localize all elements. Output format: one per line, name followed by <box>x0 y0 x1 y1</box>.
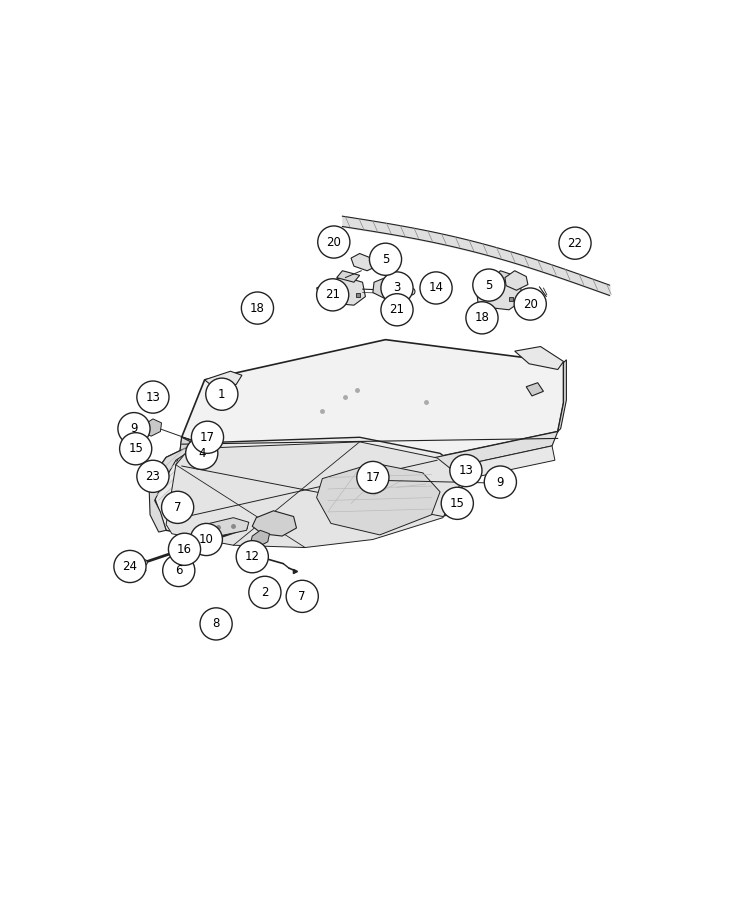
Text: 7: 7 <box>174 500 182 514</box>
Circle shape <box>191 421 224 454</box>
Circle shape <box>357 462 389 493</box>
Polygon shape <box>558 360 566 431</box>
Circle shape <box>370 243 402 275</box>
Circle shape <box>559 227 591 259</box>
Polygon shape <box>203 518 249 536</box>
Polygon shape <box>476 277 522 310</box>
Text: 17: 17 <box>200 431 215 444</box>
Circle shape <box>119 433 152 464</box>
Polygon shape <box>365 472 382 489</box>
Polygon shape <box>505 271 528 291</box>
Polygon shape <box>149 443 196 532</box>
Text: 23: 23 <box>145 470 160 482</box>
Text: 14: 14 <box>428 282 444 294</box>
Polygon shape <box>373 277 400 298</box>
Text: 13: 13 <box>145 391 160 403</box>
Polygon shape <box>143 418 162 436</box>
Polygon shape <box>182 339 563 472</box>
Text: 17: 17 <box>365 471 380 484</box>
Polygon shape <box>316 464 440 535</box>
Circle shape <box>286 580 319 612</box>
Circle shape <box>114 551 146 582</box>
Polygon shape <box>176 437 193 466</box>
Circle shape <box>514 288 546 320</box>
Text: 4: 4 <box>198 447 205 460</box>
Circle shape <box>441 487 473 519</box>
Circle shape <box>190 524 222 555</box>
Text: 22: 22 <box>568 237 582 249</box>
Text: 13: 13 <box>459 464 473 477</box>
Polygon shape <box>494 271 517 284</box>
Polygon shape <box>166 442 463 547</box>
Text: 15: 15 <box>450 497 465 509</box>
Circle shape <box>381 293 413 326</box>
Circle shape <box>162 491 193 524</box>
Polygon shape <box>336 271 359 283</box>
Polygon shape <box>250 530 270 546</box>
Circle shape <box>137 381 169 413</box>
Polygon shape <box>351 254 377 271</box>
Polygon shape <box>252 511 296 536</box>
Text: 16: 16 <box>177 543 192 556</box>
Circle shape <box>381 272 413 304</box>
Circle shape <box>316 279 349 310</box>
Circle shape <box>236 541 268 572</box>
Text: 20: 20 <box>523 298 538 310</box>
Polygon shape <box>515 346 563 370</box>
Text: 6: 6 <box>175 564 182 577</box>
Polygon shape <box>494 474 512 491</box>
Polygon shape <box>316 276 365 305</box>
Text: 21: 21 <box>325 288 340 302</box>
Text: 7: 7 <box>299 590 306 603</box>
Text: 9: 9 <box>496 475 504 489</box>
Circle shape <box>485 466 516 498</box>
Circle shape <box>163 554 195 587</box>
Text: 18: 18 <box>250 302 265 315</box>
Circle shape <box>420 272 452 304</box>
Circle shape <box>137 460 169 492</box>
Text: 20: 20 <box>326 236 342 248</box>
Polygon shape <box>205 371 242 387</box>
Circle shape <box>118 412 150 445</box>
Circle shape <box>473 269 505 302</box>
Text: 8: 8 <box>213 617 220 630</box>
Polygon shape <box>526 382 543 396</box>
Polygon shape <box>180 431 558 486</box>
Circle shape <box>249 576 281 608</box>
Circle shape <box>318 226 350 258</box>
Polygon shape <box>199 437 216 451</box>
Circle shape <box>168 533 201 565</box>
Polygon shape <box>176 446 555 500</box>
Text: 2: 2 <box>261 586 269 598</box>
Circle shape <box>186 437 218 470</box>
Text: 21: 21 <box>390 303 405 316</box>
Text: 12: 12 <box>245 550 260 563</box>
Polygon shape <box>149 437 469 546</box>
Circle shape <box>466 302 498 334</box>
Circle shape <box>450 454 482 487</box>
Text: 24: 24 <box>122 560 137 573</box>
Text: 15: 15 <box>128 442 143 455</box>
Circle shape <box>200 608 232 640</box>
Text: 5: 5 <box>485 279 493 292</box>
Circle shape <box>206 378 238 410</box>
Text: 3: 3 <box>393 282 401 294</box>
Text: 10: 10 <box>199 533 213 546</box>
Text: 18: 18 <box>474 311 489 324</box>
Text: 5: 5 <box>382 253 389 266</box>
Text: 9: 9 <box>130 422 138 436</box>
Circle shape <box>242 292 273 324</box>
Text: 1: 1 <box>218 388 225 400</box>
